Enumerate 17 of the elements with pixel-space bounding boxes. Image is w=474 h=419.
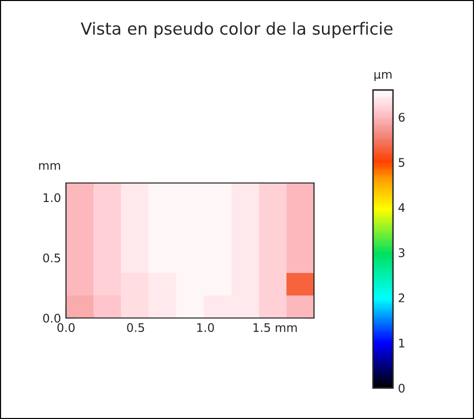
color-bar-label: 5 — [398, 158, 404, 167]
y-axis-title: mm — [39, 163, 60, 170]
x-tick-label: 1.0 — [197, 323, 214, 332]
x-tick-label: 1.5 mm — [254, 323, 297, 332]
y-tick-label: 0.5 — [43, 253, 60, 262]
color-bar-title: µm — [374, 72, 392, 82]
color-bar-label: 2 — [398, 293, 404, 302]
color-bar-label: 3 — [398, 248, 404, 258]
y-tick-label: 1.0 — [44, 193, 60, 202]
color-bar-label: 1 — [399, 338, 404, 348]
color-bar-label: 0 — [398, 384, 405, 393]
color-bar-label: 4 — [398, 203, 405, 212]
y-tick-label: 0.0 — [43, 314, 60, 323]
color-bar-label: 6 — [398, 112, 405, 122]
x-tick-label: 0.0 — [57, 323, 75, 332]
x-tick-label: 0.5 — [127, 323, 144, 332]
chart-title: Vista en pseudo color de la superficie — [80, 22, 392, 38]
